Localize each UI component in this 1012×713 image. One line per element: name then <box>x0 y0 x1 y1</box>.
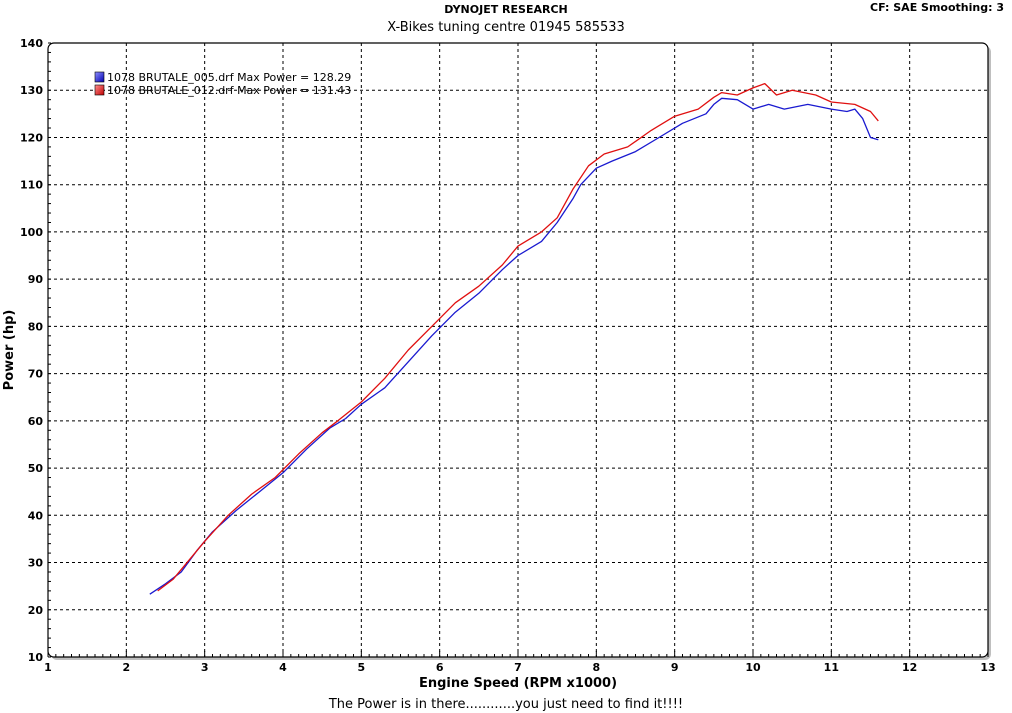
tick-labels: 1 2 3 4 5 6 7 8 9 10 11 12 1310203040506070809010011… <box>20 37 996 674</box>
y-tick-label: 80 <box>28 320 44 333</box>
legend-swatch <box>94 84 105 96</box>
series-line-2 <box>157 82 879 592</box>
x-tick-label: 3 <box>201 661 209 674</box>
x-tick-label: 13 <box>980 661 995 674</box>
y-tick-label: 90 <box>28 273 44 286</box>
x-tick-label: 1 <box>44 661 52 674</box>
grid-lines <box>48 43 988 657</box>
x-tick-label: 4 <box>279 661 287 674</box>
x-tick-label: 6 <box>436 661 444 674</box>
series-line-1 <box>149 97 879 595</box>
series-lines <box>149 82 879 595</box>
x-tick-label: 9 <box>671 661 679 674</box>
x-tick-label: 2 <box>123 661 131 674</box>
chart-brand: DYNOJET RESEARCH <box>444 3 568 16</box>
x-axis-label: Engine Speed (RPM x1000) <box>419 676 617 691</box>
x-tick-label: 5 <box>358 661 366 674</box>
legend: 1078 BRUTALE_005.drf Max Power = 128.291… <box>94 71 351 97</box>
y-tick-label: 110 <box>20 179 43 192</box>
y-axis-label: Power (hp) <box>2 310 17 391</box>
legend-label: 1078 BRUTALE_005.drf Max Power = 128.29 <box>107 71 351 84</box>
legend-label: 1078 BRUTALE_012.drf Max Power = 131.43 <box>107 84 351 97</box>
x-tick-label: 7 <box>514 661 522 674</box>
y-tick-label: 20 <box>28 604 44 617</box>
axis-ticks <box>47 42 989 658</box>
x-tick-label: 8 <box>593 661 601 674</box>
y-tick-label: 140 <box>20 37 43 50</box>
y-tick-label: 130 <box>20 84 43 97</box>
y-tick-label: 60 <box>28 415 44 428</box>
y-tick-label: 10 <box>28 651 44 664</box>
chart-subtitle: X-Bikes tuning centre 01945 585533 <box>387 20 625 35</box>
x-tick-label: 10 <box>745 661 761 674</box>
y-tick-label: 30 <box>28 557 44 570</box>
footer-tagline: The Power is in there............you jus… <box>328 697 684 712</box>
correction-settings: CF: SAE Smoothing: 3 <box>870 1 1004 14</box>
y-tick-label: 120 <box>20 131 43 144</box>
legend-swatch <box>94 71 105 83</box>
y-tick-label: 70 <box>28 368 44 381</box>
x-tick-label: 11 <box>824 661 839 674</box>
y-tick-label: 40 <box>28 509 44 522</box>
y-tick-label: 100 <box>20 226 43 239</box>
x-tick-label: 12 <box>902 661 917 674</box>
y-tick-label: 50 <box>28 462 44 475</box>
